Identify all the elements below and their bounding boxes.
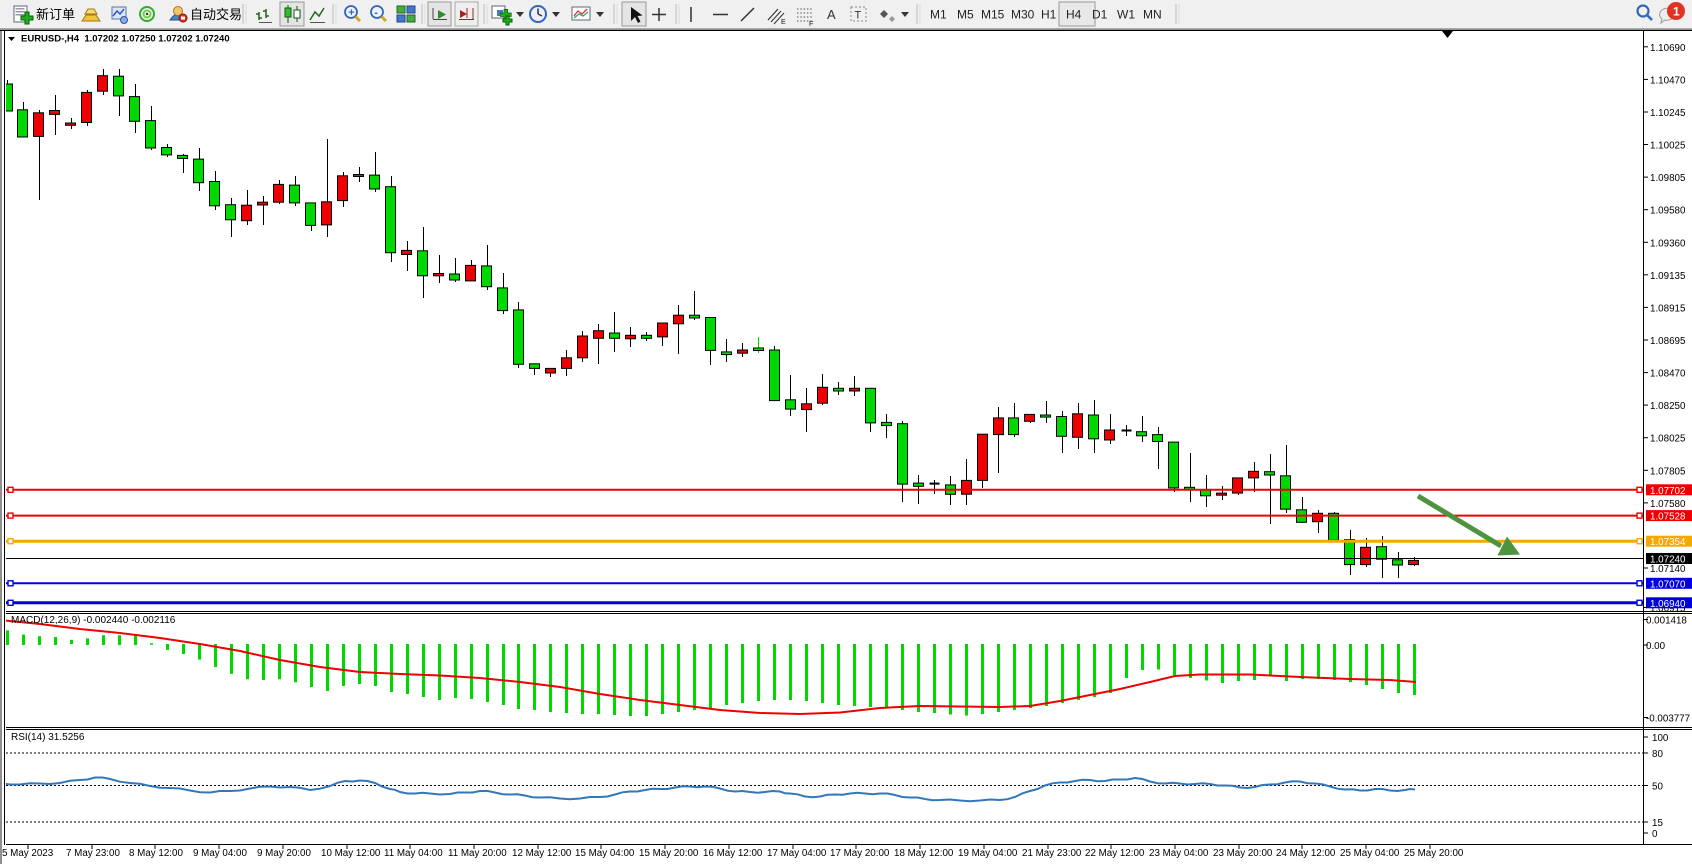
svg-text:1.08915: 1.08915 bbox=[1650, 303, 1686, 314]
svg-text:21 May 23:00: 21 May 23:00 bbox=[1022, 848, 1082, 859]
svg-text:15: 15 bbox=[1652, 818, 1663, 829]
svg-text:1.09135: 1.09135 bbox=[1650, 271, 1686, 282]
svg-text:1.07702: 1.07702 bbox=[1650, 486, 1685, 497]
svg-text:25 May 04:00: 25 May 04:00 bbox=[1340, 848, 1400, 859]
svg-text:0: 0 bbox=[1652, 829, 1658, 840]
svg-text:1.06940: 1.06940 bbox=[1650, 599, 1686, 610]
svg-text:1.08695: 1.08695 bbox=[1650, 336, 1686, 347]
svg-text:1.10245: 1.10245 bbox=[1650, 108, 1686, 119]
svg-text:1.06915: 1.06915 bbox=[1650, 604, 1686, 615]
svg-text:12 May 12:00: 12 May 12:00 bbox=[512, 848, 572, 859]
svg-text:25 May 20:00: 25 May 20:00 bbox=[1404, 848, 1464, 859]
svg-text:M1: M1 bbox=[930, 8, 947, 22]
svg-text:1.08250: 1.08250 bbox=[1650, 401, 1686, 412]
svg-text:A: A bbox=[827, 7, 836, 22]
svg-text:MN: MN bbox=[1143, 8, 1162, 22]
svg-text:1.07580: 1.07580 bbox=[1650, 499, 1686, 510]
svg-text:M30: M30 bbox=[1011, 8, 1035, 22]
svg-text:H1: H1 bbox=[1041, 8, 1057, 22]
svg-text:E: E bbox=[781, 19, 786, 26]
svg-text:1.09580: 1.09580 bbox=[1650, 206, 1686, 217]
svg-text:+: + bbox=[348, 7, 354, 19]
svg-text:16 May 12:00: 16 May 12:00 bbox=[703, 848, 763, 859]
svg-text:0.001418: 0.001418 bbox=[1646, 616, 1687, 627]
svg-text:1.08025: 1.08025 bbox=[1650, 434, 1686, 445]
svg-text:17 May 04:00: 17 May 04:00 bbox=[767, 848, 827, 859]
svg-text:9 May 04:00: 9 May 04:00 bbox=[193, 848, 247, 859]
svg-text:8 May 12:00: 8 May 12:00 bbox=[129, 848, 183, 859]
svg-text:17 May 20:00: 17 May 20:00 bbox=[830, 848, 890, 859]
svg-text:23 May 20:00: 23 May 20:00 bbox=[1213, 848, 1273, 859]
svg-text:-0.003777: -0.003777 bbox=[1646, 714, 1690, 725]
svg-text:19 May 04:00: 19 May 04:00 bbox=[958, 848, 1018, 859]
svg-text:新订单: 新订单 bbox=[36, 7, 75, 22]
svg-text:1.07354: 1.07354 bbox=[1650, 537, 1686, 548]
svg-text:MACD(12,26,9) -0.002440 -0.002: MACD(12,26,9) -0.002440 -0.002116 bbox=[11, 615, 176, 626]
svg-text:5 May 2023: 5 May 2023 bbox=[2, 848, 54, 859]
svg-text:23 May 04:00: 23 May 04:00 bbox=[1149, 848, 1209, 859]
svg-text:1: 1 bbox=[1673, 5, 1680, 19]
svg-text:11 May 04:00: 11 May 04:00 bbox=[384, 848, 443, 859]
svg-text:15 May 20:00: 15 May 20:00 bbox=[639, 848, 699, 859]
svg-text:W1: W1 bbox=[1117, 8, 1135, 22]
svg-text:10 May 12:00: 10 May 12:00 bbox=[321, 848, 381, 859]
svg-text:80: 80 bbox=[1652, 749, 1663, 760]
svg-text:1.07528: 1.07528 bbox=[1650, 512, 1686, 523]
svg-text:1.09360: 1.09360 bbox=[1650, 238, 1686, 249]
svg-text:1.10025: 1.10025 bbox=[1650, 141, 1686, 152]
svg-text:9 May 20:00: 9 May 20:00 bbox=[257, 848, 311, 859]
svg-text:22 May 12:00: 22 May 12:00 bbox=[1085, 848, 1145, 859]
svg-text:1.10690: 1.10690 bbox=[1650, 43, 1686, 54]
svg-text:M5: M5 bbox=[957, 8, 974, 22]
svg-text:18 May 12:00: 18 May 12:00 bbox=[894, 848, 954, 859]
svg-text:自动交易: 自动交易 bbox=[190, 7, 242, 22]
svg-text:0.00: 0.00 bbox=[1646, 641, 1666, 652]
svg-text:EURUSD-,H4 1.07202 1.07250 1.: EURUSD-,H4 1.07202 1.07250 1.07202 1.072… bbox=[21, 34, 230, 45]
svg-text:7 May 23:00: 7 May 23:00 bbox=[66, 848, 120, 859]
svg-text:15 May 04:00: 15 May 04:00 bbox=[575, 848, 635, 859]
svg-text:M15: M15 bbox=[981, 8, 1005, 22]
svg-text:D1: D1 bbox=[1092, 8, 1108, 22]
svg-text:1.08470: 1.08470 bbox=[1650, 369, 1686, 380]
svg-text:1.07140: 1.07140 bbox=[1650, 564, 1686, 575]
svg-text:-: - bbox=[374, 7, 378, 19]
svg-text:1.07805: 1.07805 bbox=[1650, 466, 1686, 477]
svg-text:50: 50 bbox=[1652, 782, 1663, 793]
svg-text:11 May 20:00: 11 May 20:00 bbox=[448, 848, 507, 859]
svg-text:100: 100 bbox=[1652, 733, 1669, 744]
svg-text:1.07240: 1.07240 bbox=[1650, 555, 1686, 566]
svg-text:1.10470: 1.10470 bbox=[1650, 75, 1686, 86]
svg-text:RSI(14) 31.5256: RSI(14) 31.5256 bbox=[11, 732, 85, 743]
svg-text:F: F bbox=[809, 21, 813, 28]
svg-text:1.07070: 1.07070 bbox=[1650, 579, 1686, 590]
svg-text:H4: H4 bbox=[1066, 8, 1082, 22]
svg-text:1.09805: 1.09805 bbox=[1650, 173, 1686, 184]
svg-text:T: T bbox=[855, 10, 862, 22]
svg-text:24 May 12:00: 24 May 12:00 bbox=[1276, 848, 1336, 859]
